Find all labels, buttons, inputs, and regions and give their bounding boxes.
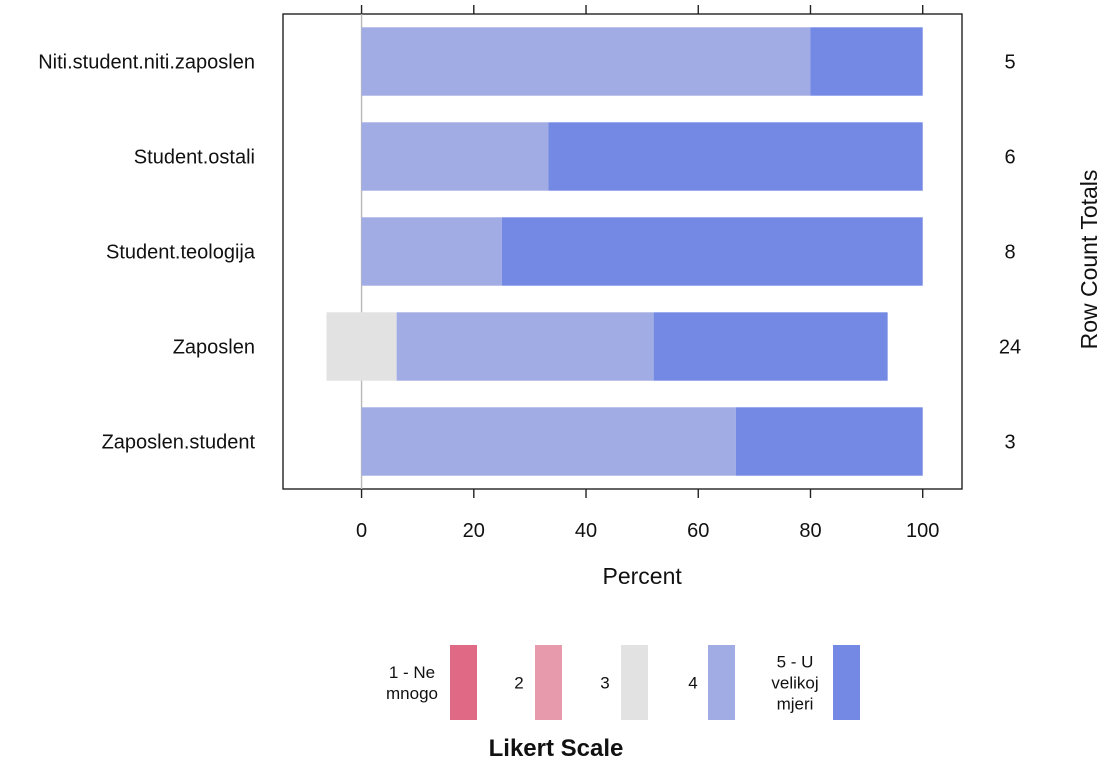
category-label-niti-student-niti-zaposlen: Niti.student.niti.zaposlen bbox=[38, 52, 255, 74]
category-label-student-teologija: Student.teologija bbox=[106, 242, 256, 264]
plot-frame bbox=[282, 13, 963, 490]
right-axis-title: Row Count Totals bbox=[1076, 170, 1102, 350]
x-tick-label-80: 80 bbox=[799, 520, 821, 542]
legend-swatch-1 bbox=[450, 645, 477, 720]
row-total-zaposlen-student: 3 bbox=[1004, 432, 1015, 454]
x-tick-label-0: 0 bbox=[356, 520, 367, 542]
bar-niti-student-niti-zaposlen-level-4 bbox=[361, 27, 811, 96]
bar-zaposlen-student-level-5 bbox=[735, 407, 923, 476]
legend-swatch-4 bbox=[708, 645, 735, 720]
bar-niti-student-niti-zaposlen-level-5 bbox=[810, 27, 923, 96]
bar-zaposlen-level-3 bbox=[326, 312, 397, 381]
x-tick-label-40: 40 bbox=[575, 520, 597, 542]
bar-student-teologija-level-5 bbox=[501, 217, 923, 286]
bar-zaposlen-level-5 bbox=[653, 312, 888, 381]
row-total-student-teologija: 8 bbox=[1004, 242, 1015, 264]
category-label-zaposlen-student: Zaposlen.student bbox=[102, 432, 256, 454]
category-label-zaposlen: Zaposlen bbox=[173, 337, 255, 359]
x-tick-label-20: 20 bbox=[463, 520, 485, 542]
x-tick-label-60: 60 bbox=[687, 520, 709, 542]
legend-swatch-5 bbox=[833, 645, 860, 720]
bar-student-ostali-level-5 bbox=[548, 122, 923, 191]
legend-label-3: 3 bbox=[600, 674, 609, 693]
legend-label-4: 4 bbox=[688, 674, 697, 693]
legend-title: Likert Scale bbox=[489, 735, 624, 760]
legend-label-1: 1 - Ne mnogo bbox=[386, 663, 438, 703]
row-total-zaposlen: 24 bbox=[999, 337, 1021, 359]
bar-student-ostali-level-4 bbox=[361, 122, 549, 191]
category-label-student-ostali: Student.ostali bbox=[134, 147, 255, 169]
legend-swatch-2 bbox=[535, 645, 562, 720]
bar-student-teologija-level-4 bbox=[361, 217, 502, 286]
legend-swatch-3 bbox=[621, 645, 648, 720]
legend-label-2: 2 bbox=[514, 674, 523, 693]
row-total-niti-student-niti-zaposlen: 5 bbox=[1004, 52, 1015, 74]
x-axis-title: Percent bbox=[603, 563, 683, 589]
bar-zaposlen-student-level-4 bbox=[361, 407, 736, 476]
x-tick-label-100: 100 bbox=[906, 520, 939, 542]
bar-zaposlen-level-4 bbox=[396, 312, 654, 381]
row-total-student-ostali: 6 bbox=[1004, 147, 1015, 169]
